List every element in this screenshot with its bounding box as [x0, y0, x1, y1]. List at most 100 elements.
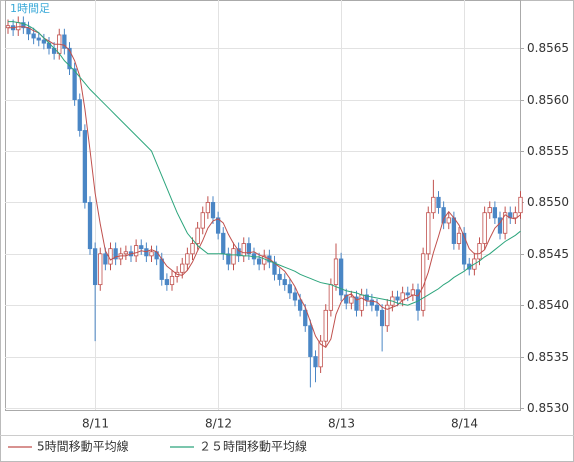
candle-body	[395, 296, 400, 301]
candle-body	[185, 253, 190, 265]
candle-body	[210, 202, 216, 219]
ma-line	[8, 26, 521, 349]
candle-body	[16, 22, 21, 31]
candle-body	[215, 217, 221, 234]
y-tick-label: 0.8545	[527, 247, 569, 261]
candle-body	[21, 22, 26, 29]
candle-body	[385, 304, 390, 327]
candle-body	[133, 245, 139, 257]
candle-body	[513, 212, 518, 219]
candle-body	[287, 284, 293, 294]
candle-body	[277, 273, 282, 280]
candle-body	[169, 276, 175, 286]
candle-body	[256, 258, 262, 265]
candle-body	[369, 299, 375, 306]
candle-body	[241, 243, 246, 257]
y-tick-label: 0.8540	[527, 298, 569, 312]
candle-body	[446, 217, 451, 224]
candle-body	[497, 217, 503, 234]
candle-body	[31, 33, 36, 39]
candle-body	[318, 340, 323, 368]
candle-body	[246, 243, 252, 255]
candle-body	[231, 248, 236, 265]
candle-body	[72, 68, 77, 101]
candle-body	[164, 279, 170, 286]
candle-body	[62, 34, 67, 49]
candle-body	[221, 232, 226, 255]
candle-body	[482, 212, 487, 244]
candle-body	[441, 207, 446, 224]
candle-body	[502, 212, 508, 234]
candle-body	[92, 248, 98, 286]
y-tick-label: 0.8550	[527, 195, 569, 209]
candle-body	[379, 309, 385, 327]
candle-body	[451, 217, 457, 244]
candle-body	[313, 356, 318, 368]
candle-body	[200, 212, 205, 229]
candle-body	[359, 294, 364, 311]
candle-body	[323, 309, 328, 342]
candle-body	[297, 299, 303, 311]
candle-body	[344, 294, 349, 304]
y-tick-label: 0.8565	[527, 41, 569, 55]
candle-body	[461, 232, 467, 265]
candle-body	[98, 253, 103, 286]
candle-body	[149, 251, 154, 257]
candle-body	[113, 248, 118, 260]
candle-body	[426, 212, 431, 255]
candle-body	[205, 202, 211, 214]
y-tick-label: 0.8535	[527, 350, 569, 364]
candle-body	[374, 304, 380, 311]
candle-body	[354, 296, 359, 311]
candle-body	[108, 248, 113, 265]
candle-body	[87, 202, 93, 250]
candle-body	[456, 232, 462, 244]
candle-body	[282, 279, 287, 286]
candle-body	[338, 258, 344, 296]
candle-body	[272, 261, 277, 275]
candle-body	[487, 207, 492, 214]
candle-body	[82, 130, 88, 203]
candle-body	[518, 196, 523, 214]
candle-body	[195, 227, 200, 244]
ma-line	[8, 21, 521, 306]
candle-body	[236, 248, 241, 257]
candle-body	[431, 196, 436, 214]
candle-body	[333, 258, 339, 286]
candle-body	[36, 37, 41, 41]
x-tick-label: 8/14	[451, 417, 478, 431]
x-tick-label: 8/11	[82, 417, 109, 431]
candle-body	[190, 243, 195, 255]
candle-body	[308, 325, 313, 357]
y-tick-label: 0.8555	[527, 144, 569, 158]
candle-body	[400, 292, 405, 301]
candle-body	[328, 284, 334, 311]
legend-label: ２５時間移動平均線	[199, 439, 307, 454]
candle-body	[405, 292, 410, 296]
legend-label: 5時間移動平均線	[37, 439, 129, 454]
candle-body	[492, 207, 498, 219]
y-tick-label: 0.8530	[527, 401, 569, 415]
candle-body	[159, 258, 164, 280]
candle-body	[180, 263, 185, 273]
candle-body	[144, 248, 149, 257]
candle-body	[226, 253, 231, 265]
candle-body	[436, 196, 441, 208]
candle-body	[292, 292, 298, 301]
candle-body	[77, 99, 82, 131]
candle-body	[303, 309, 308, 327]
x-tick-label: 8/12	[205, 417, 232, 431]
candle-body	[41, 39, 47, 44]
candle-body	[103, 253, 108, 265]
candle-body	[67, 47, 72, 70]
chart-title: 1時間足	[10, 2, 50, 15]
candle-body	[364, 294, 369, 301]
candle-body	[349, 296, 354, 304]
candle-body	[410, 289, 416, 296]
y-tick-label: 0.8560	[527, 93, 569, 107]
candle-body	[139, 245, 144, 250]
candle-body	[477, 243, 482, 260]
candle-body	[123, 251, 129, 255]
